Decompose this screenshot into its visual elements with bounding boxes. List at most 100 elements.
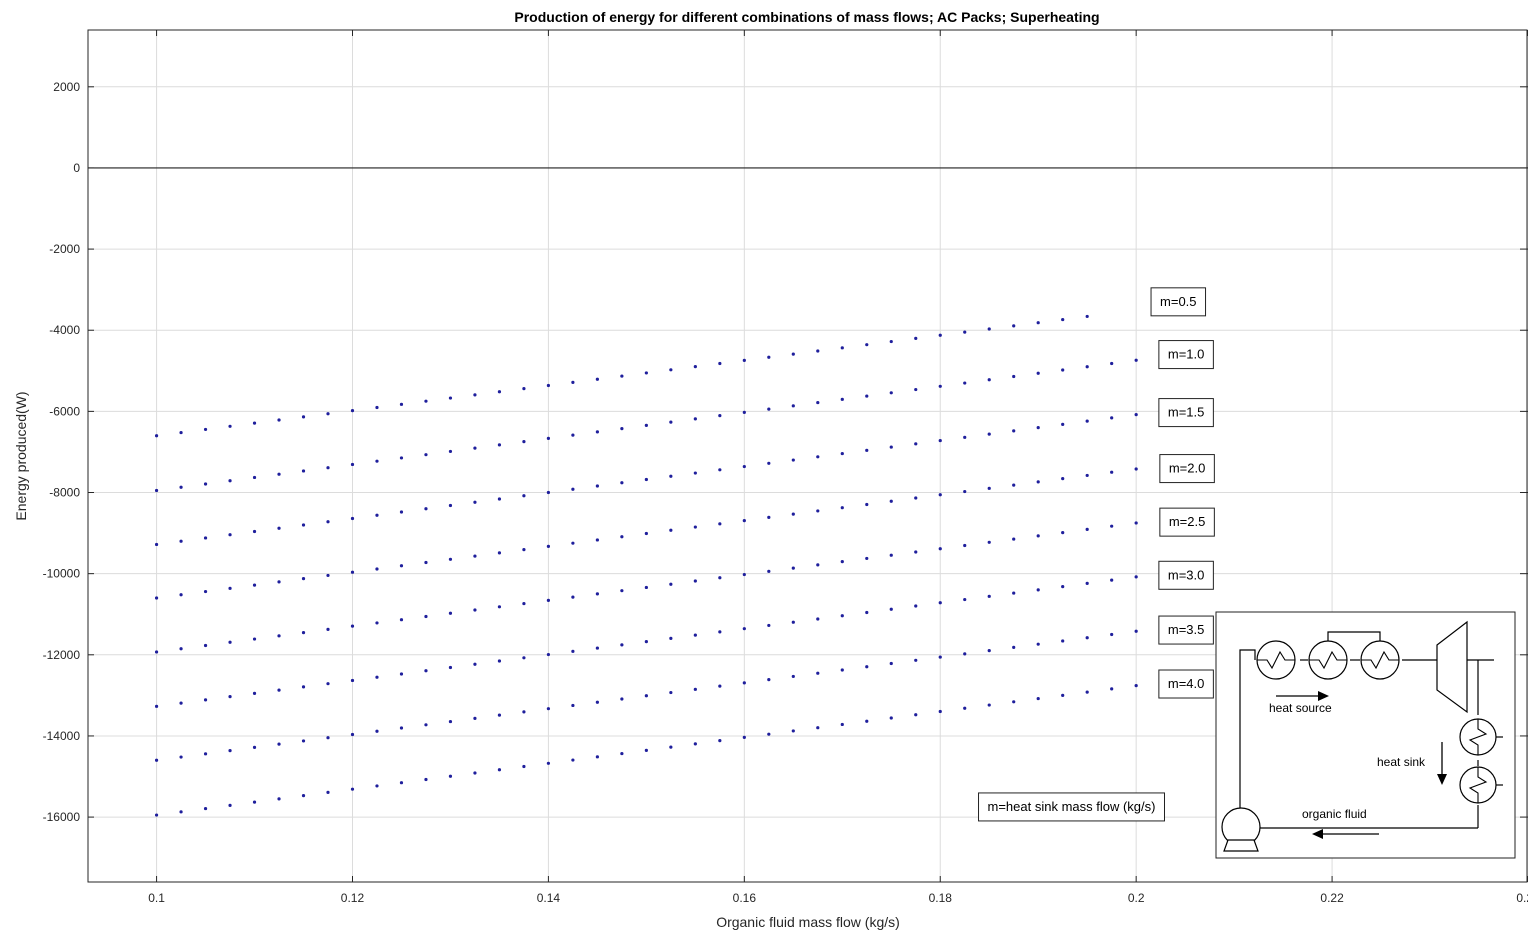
data-point-series-4 (718, 522, 722, 526)
data-point-series-6 (277, 688, 281, 692)
data-point-series-2 (1036, 371, 1040, 375)
data-point-series-6 (1110, 578, 1114, 582)
data-point-series-1 (938, 333, 942, 337)
data-point-series-6 (1134, 575, 1138, 579)
data-point-series-3 (252, 529, 257, 534)
data-point-series-4 (399, 564, 404, 568)
annotation-frame (1159, 507, 1215, 537)
data-point-series-1 (987, 327, 991, 331)
annotation-frame (978, 792, 1165, 822)
y-axis-label: Energy produced(W) (13, 391, 29, 520)
data-point-series-1 (718, 361, 722, 366)
data-point-series-6 (816, 617, 820, 621)
data-point-series-4 (375, 567, 379, 571)
data-point-series-4 (840, 506, 844, 510)
data-point-series-5 (375, 621, 379, 625)
y-tick-label: -14000 (43, 729, 81, 743)
x-tick-label: 0.12 (341, 891, 365, 905)
data-point-series-5 (424, 614, 428, 619)
data-point-series-5 (963, 543, 967, 548)
data-point-series-1 (816, 349, 820, 353)
data-point-series-4 (522, 548, 526, 552)
data-point-series-6 (252, 691, 257, 695)
heat-source-arrow-icon (1276, 691, 1329, 701)
data-point-series-2 (816, 400, 820, 405)
data-point-series-6 (644, 640, 648, 644)
data-point-series-3 (154, 542, 159, 547)
data-point-series-2 (497, 443, 502, 447)
data-point-series-8 (816, 726, 820, 730)
data-point-series-5 (767, 569, 771, 573)
data-point-series-7 (644, 694, 648, 698)
data-point-series-7 (889, 661, 893, 666)
data-point-series-2 (620, 427, 624, 431)
data-point-series-8 (571, 758, 575, 762)
data-point-series-6 (620, 643, 624, 647)
data-point-series-3 (865, 448, 869, 452)
data-point-series-3 (203, 536, 208, 540)
data-point-series-5 (620, 589, 624, 593)
data-point-series-5 (522, 601, 526, 606)
x-tick-label: 0.16 (733, 891, 757, 905)
data-point-series-5 (742, 572, 746, 577)
data-point-series-7 (987, 649, 991, 653)
data-point-series-6 (1012, 591, 1016, 595)
data-point-series-2 (669, 420, 673, 424)
data-point-series-6 (718, 630, 722, 634)
data-point-series-2 (914, 387, 918, 392)
data-point-series-3 (987, 432, 991, 436)
data-point-series-3 (228, 533, 232, 537)
data-point-series-4 (228, 586, 232, 590)
x-tick-label: 0.24 (1516, 891, 1528, 905)
data-point-series-1 (742, 358, 746, 362)
data-point-series-3 (448, 503, 453, 508)
data-point-series-8 (620, 751, 624, 756)
data-point-series-7 (179, 755, 183, 759)
data-point-series-6 (522, 656, 526, 660)
data-point-series-1 (228, 424, 232, 428)
data-point-series-6 (914, 604, 918, 608)
data-point-series-2 (742, 410, 746, 414)
data-point-series-3 (718, 468, 722, 472)
data-point-series-3 (840, 451, 844, 456)
heat-source-label: heat source (1269, 701, 1332, 715)
data-point-series-7 (865, 665, 869, 669)
data-point-series-8 (1061, 693, 1065, 697)
data-point-series-4 (203, 589, 208, 594)
data-point-series-1 (669, 368, 673, 372)
data-point-series-3 (1085, 419, 1089, 423)
data-point-series-8 (718, 739, 722, 743)
data-point-series-3 (277, 526, 281, 530)
data-point-series-4 (669, 528, 673, 532)
data-point-series-8 (987, 703, 991, 707)
data-point-series-8 (277, 797, 281, 801)
data-point-series-6 (987, 594, 991, 598)
data-point-series-7 (228, 749, 232, 753)
data-point-series-3 (791, 458, 795, 462)
data-point-series-3 (350, 516, 355, 521)
data-point-series-4 (546, 544, 551, 548)
data-point-series-2 (154, 488, 159, 493)
data-point-series-2 (203, 482, 208, 486)
data-point-series-4 (644, 531, 648, 536)
data-point-series-4 (816, 509, 820, 513)
annotation-box: m=heat sink mass flow (kg/s) (978, 792, 1165, 822)
data-point-series-1 (154, 434, 159, 438)
data-point-series-7 (571, 703, 575, 708)
annotation-text: m=0.5 (1160, 294, 1197, 309)
data-point-series-1 (620, 374, 624, 378)
data-point-series-8 (669, 745, 673, 749)
y-tick-label: 0 (73, 161, 80, 175)
data-point-series-2 (228, 479, 232, 483)
data-point-series-2 (1134, 358, 1138, 362)
data-point-series-7 (326, 736, 330, 740)
data-point-series-2 (963, 381, 967, 385)
axis-ticks (88, 30, 1528, 882)
data-point-series-2 (277, 472, 281, 476)
data-point-series-5 (1085, 527, 1089, 531)
data-point-series-1 (1085, 314, 1089, 319)
data-point-series-8 (693, 742, 697, 746)
data-point-series-7 (840, 668, 844, 672)
data-point-series-8 (399, 781, 404, 785)
data-point-series-1 (350, 409, 355, 413)
